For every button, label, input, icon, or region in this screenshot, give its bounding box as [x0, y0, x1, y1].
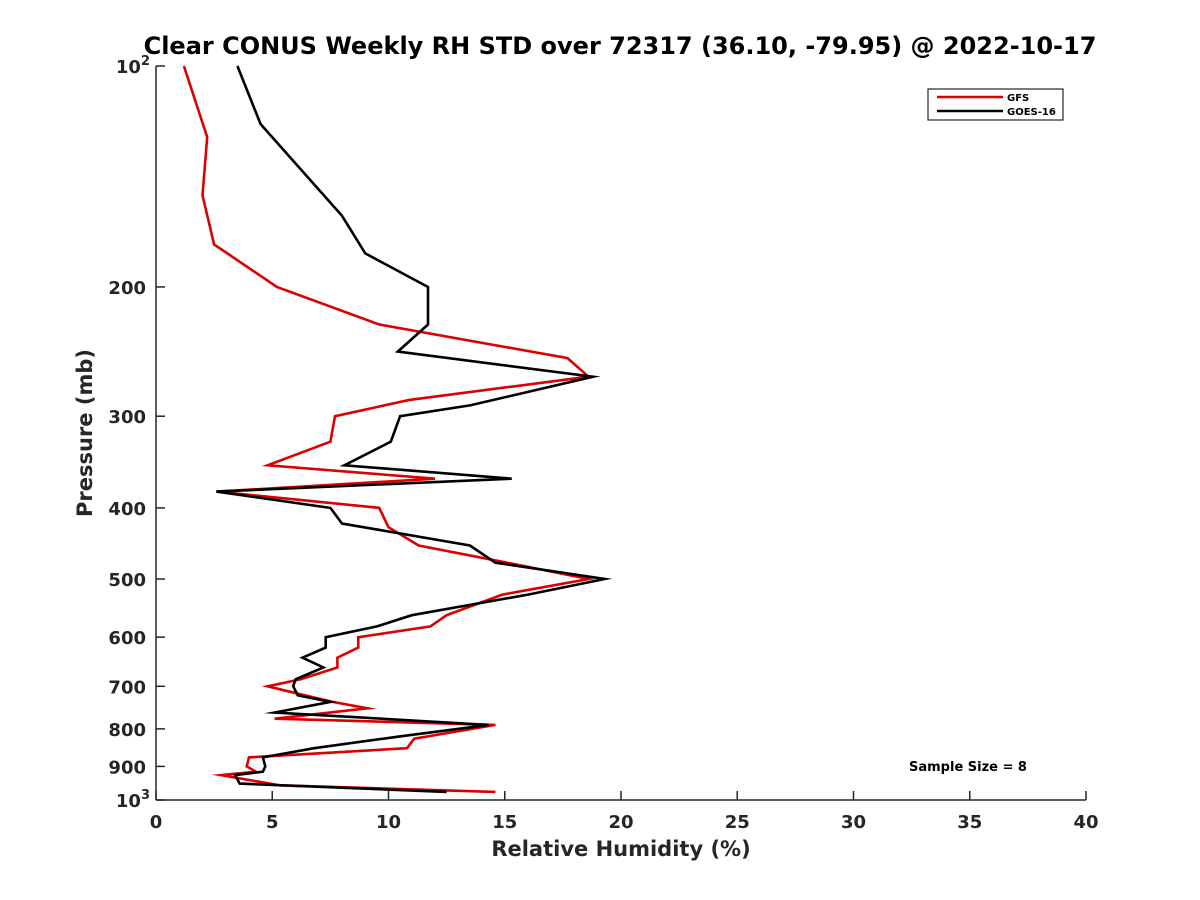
y-tick-base: 10 [116, 791, 141, 812]
chart-title: Clear CONUS Weekly RH STD over 72317 (36… [144, 32, 1097, 60]
sample-size-annotation: Sample Size = 8 [909, 760, 1027, 775]
legend-label-gfs: GFS [1007, 93, 1029, 104]
series-line-goes16 [216, 65, 613, 794]
x-tick-label: 35 [957, 812, 982, 833]
legend: GFS GOES-16 [927, 88, 1064, 121]
y-tick-label: 800 [108, 720, 146, 741]
y-tick-label: 700 [108, 677, 146, 698]
y-tick-label: 103 [116, 788, 150, 812]
x-tick-label: 30 [841, 812, 866, 833]
y-tick-exponent: 3 [141, 788, 150, 803]
x-tick-label: 0 [150, 812, 163, 833]
x-axis-label: Relative Humidity (%) [491, 837, 750, 861]
legend-box [927, 88, 1064, 121]
x-tick-label: 15 [492, 812, 517, 833]
y-tick-label: 900 [108, 757, 146, 778]
plot-series [182, 65, 613, 794]
y-tick-label: 500 [108, 570, 146, 591]
series-line-gfs [182, 65, 596, 794]
y-tick-label: 600 [108, 628, 146, 649]
legend-label-goes16: GOES-16 [1007, 107, 1056, 118]
x-tick-label: 25 [725, 812, 750, 833]
x-tick-label: 10 [376, 812, 401, 833]
y-tick-exponent: 2 [141, 54, 150, 69]
x-tick-label: 40 [1073, 812, 1098, 833]
x-ticks: 0 5 10 15 20 25 30 35 40 [150, 791, 1099, 833]
y-axis-label: Pressure (mb) [73, 349, 97, 517]
y-tick-label: 200 [108, 278, 146, 299]
x-tick-label: 20 [608, 812, 633, 833]
y-tick-base: 10 [116, 57, 141, 78]
x-tick-label: 5 [266, 812, 279, 833]
y-tick-label: 102 [116, 54, 150, 78]
y-tick-label: 300 [108, 407, 146, 428]
y-tick-label: 400 [108, 499, 146, 520]
